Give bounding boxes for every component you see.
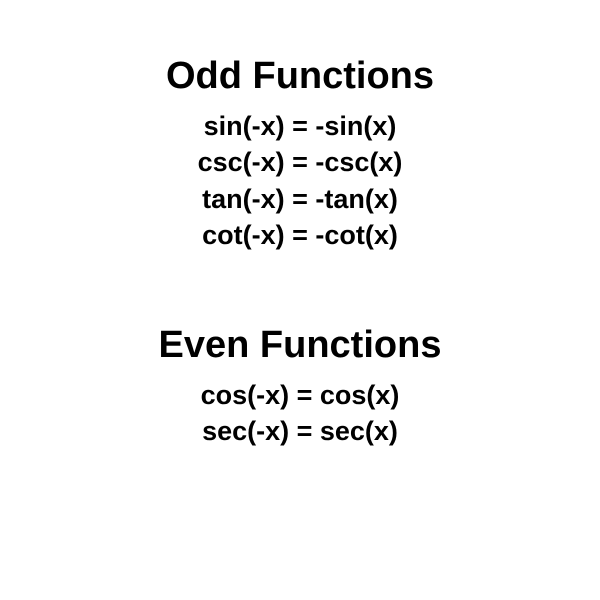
odd-equation: csc(-x) = -csc(x) [198,144,403,180]
even-functions-title: Even Functions [159,324,442,367]
even-equation: cos(-x) = cos(x) [201,377,400,413]
even-equation: sec(-x) = sec(x) [202,413,398,449]
odd-equation: sin(-x) = -sin(x) [204,108,397,144]
odd-equation: cot(-x) = -cot(x) [202,217,398,253]
even-functions-section: Even Functions cos(-x) = cos(x) sec(-x) … [159,324,442,450]
odd-functions-section: Odd Functions sin(-x) = -sin(x) csc(-x) … [166,55,434,254]
odd-equation: tan(-x) = -tan(x) [202,181,398,217]
odd-functions-title: Odd Functions [166,55,434,98]
